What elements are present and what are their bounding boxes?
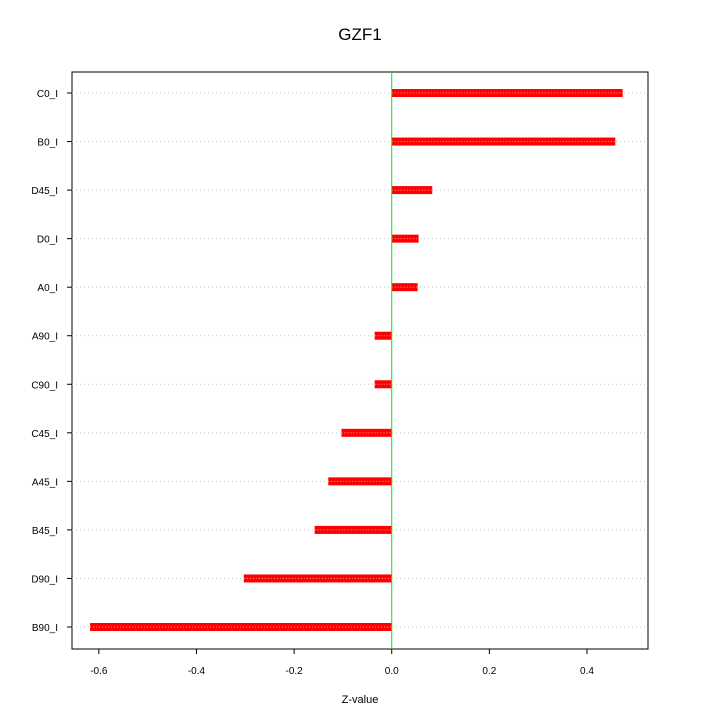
y-tick-label: A45_I: [32, 477, 58, 488]
y-tick-label: B90_I: [32, 623, 58, 634]
bars: [90, 89, 623, 631]
y-tick-label: B45_I: [32, 526, 58, 537]
x-tick-label: 0.4: [580, 666, 594, 677]
x-tick-label: -0.4: [188, 666, 206, 677]
y-tick-label: B0_I: [37, 138, 58, 149]
bar: [374, 380, 392, 389]
grid-lines: [72, 92, 648, 628]
x-tick-label: 0.0: [385, 666, 399, 677]
x-axis-label: Z-value: [342, 694, 379, 706]
x-tick-label: -0.6: [90, 666, 108, 677]
bar: [374, 331, 392, 340]
y-tick-label: D0_I: [37, 235, 58, 246]
x-tick-label: 0.2: [482, 666, 496, 677]
x-axis: -0.6 -0.4 -0.2 0.0 0.2 0.4: [90, 649, 594, 677]
bar: [341, 428, 392, 437]
bar: [328, 477, 392, 486]
chart-title: GZF1: [338, 25, 381, 44]
bar: [391, 234, 419, 243]
y-tick-label: A0_I: [37, 283, 58, 294]
bar: [243, 574, 392, 583]
y-tick-label: C90_I: [31, 380, 58, 391]
x-tick-label: -0.2: [285, 666, 303, 677]
y-axis: C0_I B0_I D45_I D0_I A0_I A90_I C90_I C45_I A45_…: [31, 89, 72, 634]
y-tick-label: C45_I: [31, 429, 58, 440]
y-tick-label: A90_I: [32, 332, 58, 343]
plot-frame: [71, 71, 649, 650]
bar: [391, 89, 623, 97]
y-tick-label: C0_I: [37, 89, 58, 100]
y-tick-label: D90_I: [31, 574, 58, 585]
y-tick-label: D45_I: [31, 186, 58, 197]
bar: [314, 525, 392, 534]
bar: [391, 186, 433, 195]
